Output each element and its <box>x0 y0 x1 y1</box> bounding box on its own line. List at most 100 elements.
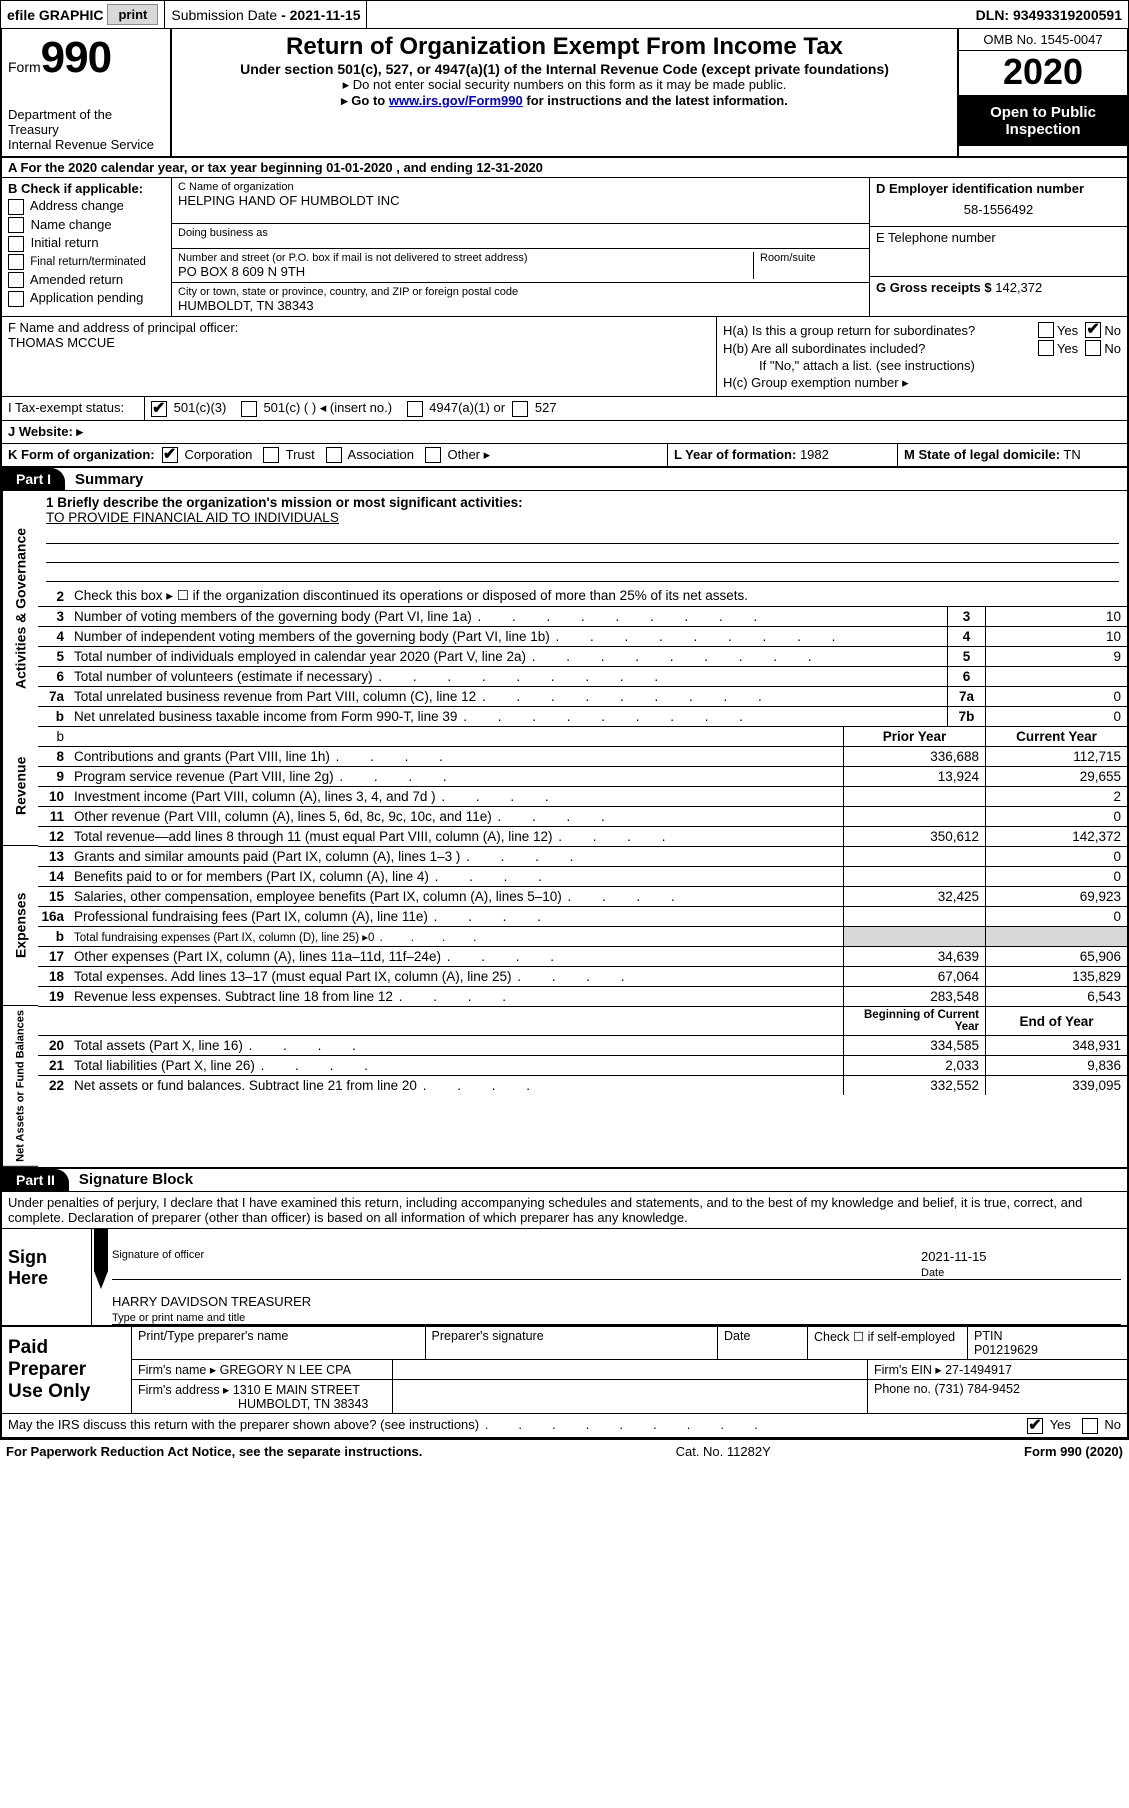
table-row: bNet unrelated business taxable income f… <box>38 706 1127 726</box>
m-value: TN <box>1063 447 1080 462</box>
signature-block: Under penalties of perjury, I declare th… <box>0 1192 1129 1440</box>
prep-sig-label: Preparer's signature <box>425 1327 718 1359</box>
part2-tab: Part II <box>2 1169 69 1191</box>
table-row: 20Total assets (Part X, line 16)334,5853… <box>38 1035 1127 1055</box>
gross-label: G Gross receipts $ <box>876 280 992 295</box>
table-row: 19Revenue less expenses. Subtract line 1… <box>38 986 1127 1006</box>
table-row: 7aTotal unrelated business revenue from … <box>38 686 1127 706</box>
room-label: Room/suite <box>760 252 863 264</box>
submission-label: Submission Date <box>171 7 277 23</box>
check-final-return[interactable] <box>8 254 24 270</box>
table-row: 16aProfessional fundraising fees (Part I… <box>38 906 1127 926</box>
k-label: K Form of organization: <box>8 447 155 462</box>
l-value: 1982 <box>800 447 829 462</box>
firm-phone: (731) 784-9452 <box>934 1382 1019 1396</box>
vlabel-rev: Revenue <box>2 726 38 846</box>
firm-ein-label: Firm's EIN ▸ <box>874 1363 942 1377</box>
check-address-change[interactable] <box>8 199 24 215</box>
dln-value: 93493319200591 <box>1013 7 1122 23</box>
col-b-label: B Check if applicable: <box>8 181 165 196</box>
table-row: 13Grants and similar amounts paid (Part … <box>38 846 1127 866</box>
col-f: F Name and address of principal officer:… <box>2 317 717 396</box>
org-name: HELPING HAND OF HUMBOLDT INC <box>178 193 863 208</box>
hdr-current: Current Year <box>985 727 1127 746</box>
city-label: City or town, state or province, country… <box>178 286 863 298</box>
part1-header: Part I Summary <box>0 468 1129 491</box>
efile-text: efile GRAPHIC <box>7 7 103 23</box>
check-amended[interactable] <box>8 272 24 288</box>
officer-name: THOMAS MCCUE <box>8 335 710 350</box>
declaration: Under penalties of perjury, I declare th… <box>2 1192 1127 1229</box>
print-button[interactable]: print <box>107 4 158 25</box>
table-row: 4Number of independent voting members of… <box>38 626 1127 646</box>
discuss-no[interactable] <box>1082 1418 1098 1434</box>
efile-label: efile GRAPHIC print <box>1 1 165 28</box>
table-row: 15Salaries, other compensation, employee… <box>38 886 1127 906</box>
hc-label: H(c) Group exemption number ▸ <box>723 375 909 391</box>
col-b: B Check if applicable: Address change Na… <box>2 178 172 316</box>
part2-header: Part II Signature Block <box>0 1169 1129 1192</box>
form-header: Form 990 Department of the Treasury Inte… <box>0 29 1129 158</box>
discuss-label: May the IRS discuss this return with the… <box>8 1417 760 1432</box>
row-a-tax-year: A For the 2020 calendar year, or tax yea… <box>0 158 1129 178</box>
table-row: 18Total expenses. Add lines 13–17 (must … <box>38 966 1127 986</box>
check-app-pending[interactable] <box>8 291 24 307</box>
check-assoc[interactable] <box>326 447 342 463</box>
officer-printed: HARRY DAVIDSON TREASURER <box>112 1294 311 1309</box>
prep-selfemp: Check ☐ if self-employed <box>807 1327 967 1359</box>
vlabel-gov: Activities & Governance <box>2 491 38 726</box>
prep-name-label: Print/Type preparer's name <box>132 1327 425 1359</box>
ptin-label: PTIN <box>974 1329 1002 1343</box>
table-row: 5Total number of individuals employed in… <box>38 646 1127 666</box>
phone-value <box>876 245 1121 273</box>
omb-number: OMB No. 1545-0047 <box>959 29 1127 51</box>
table-row: 6Total number of volunteers (estimate if… <box>38 666 1127 686</box>
check-501c3[interactable] <box>151 401 167 417</box>
check-527[interactable] <box>512 401 528 417</box>
table-row: 8Contributions and grants (Part VIII, li… <box>38 746 1127 766</box>
firm-ein: 27-1494917 <box>945 1363 1012 1377</box>
q1-text: TO PROVIDE FINANCIAL AID TO INDIVIDUALS <box>46 510 1119 525</box>
ha-no[interactable] <box>1085 322 1101 338</box>
tax-year: 2020 <box>959 51 1127 96</box>
q1-label: 1 Briefly describe the organization's mi… <box>46 495 523 510</box>
firm-addr1: 1310 E MAIN STREET <box>233 1383 360 1397</box>
section-bcd: B Check if applicable: Address change Na… <box>0 178 1129 316</box>
hb-no[interactable] <box>1085 340 1101 356</box>
hdr-prior: Prior Year <box>843 727 985 746</box>
top-bar: efile GRAPHIC print Submission Date - 20… <box>0 0 1129 29</box>
dln-cell: DLN: 93493319200591 <box>970 1 1128 28</box>
check-501c[interactable] <box>241 401 257 417</box>
form-number: 990 <box>41 33 111 83</box>
submission-cell: Submission Date - 2021-11-15 <box>165 1 367 28</box>
sig-date: 2021-11-15 <box>921 1249 987 1264</box>
check-other[interactable] <box>425 447 441 463</box>
table-row: 9Program service revenue (Part VIII, lin… <box>38 766 1127 786</box>
check-initial-return[interactable] <box>8 236 24 252</box>
check-name-change[interactable] <box>8 217 24 233</box>
table-row: 21Total liabilities (Part X, line 26)2,0… <box>38 1055 1127 1075</box>
discuss-yes[interactable] <box>1027 1418 1043 1434</box>
ptin-value: P01219629 <box>974 1343 1038 1357</box>
ha-yes[interactable] <box>1038 322 1054 338</box>
l-label: L Year of formation: <box>674 447 796 462</box>
check-4947[interactable] <box>407 401 423 417</box>
col-h: H(a) Is this a group return for subordin… <box>717 317 1127 396</box>
prep-date-label: Date <box>717 1327 807 1359</box>
hb-label: H(b) Are all subordinates included? <box>723 341 1038 356</box>
col-d: D Employer identification number 58-1556… <box>869 178 1127 316</box>
dba-label: Doing business as <box>178 227 863 239</box>
form990-link[interactable]: www.irs.gov/Form990 <box>389 93 523 108</box>
form-ref: Form 990 (2020) <box>1024 1444 1123 1459</box>
check-corp[interactable] <box>162 447 178 463</box>
row-i: I Tax-exempt status: 501(c)(3) 501(c) ( … <box>0 396 1129 420</box>
ha-label: H(a) Is this a group return for subordin… <box>723 323 1038 338</box>
table-row: bTotal fundraising expenses (Part IX, co… <box>38 926 1127 946</box>
note2-post: for instructions and the latest informat… <box>523 93 788 108</box>
bottom-row: For Paperwork Reduction Act Notice, see … <box>0 1440 1129 1463</box>
firm-name-label: Firm's name ▸ <box>138 1363 216 1377</box>
check-trust[interactable] <box>263 447 279 463</box>
hb-yes[interactable] <box>1038 340 1054 356</box>
sig-date-label: Date <box>921 1267 944 1280</box>
sign-here-label: Sign Here <box>2 1229 92 1325</box>
